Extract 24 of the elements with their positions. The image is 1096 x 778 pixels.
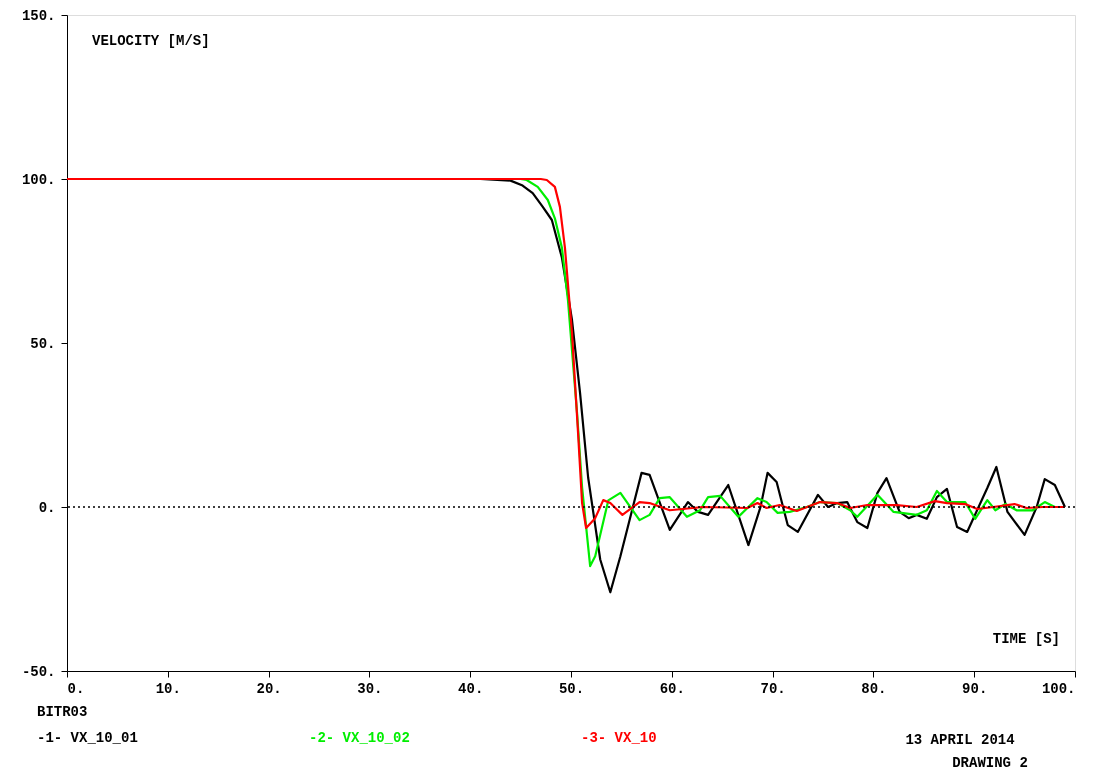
text: BITR03 <box>37 704 88 720</box>
x-tick-label: 30. <box>357 680 383 697</box>
y-tick-label: 50. <box>30 335 56 352</box>
y-axis-title: VELOCITY [M/S] <box>92 33 210 49</box>
x-tick-label: 80. <box>861 680 887 697</box>
x-tick-label: 10. <box>155 680 181 697</box>
y-tick-label: 0. <box>38 499 56 516</box>
x-tick-label: 100. <box>1041 680 1076 697</box>
text: -2- VX_10_02 <box>309 730 410 746</box>
x-tick-label: 50. <box>558 680 585 697</box>
x-tick-label: 40. <box>458 680 484 697</box>
y-tick-label: 100. <box>21 171 56 188</box>
text: 13 APRIL 2014 <box>905 732 1015 748</box>
text: -3- VX_10 <box>581 730 657 746</box>
x-tick-label: 60. <box>659 680 685 697</box>
x-tick-label: 0. <box>67 680 85 697</box>
x-tick-label: 20. <box>256 680 282 697</box>
x-axis-title: TIME [S] <box>992 631 1060 647</box>
text: DRAWING 2 <box>952 755 1028 771</box>
x-tick-label: 90. <box>962 680 988 697</box>
y-tick-label: -50. <box>21 663 56 680</box>
x-tick-label: 70. <box>760 680 786 697</box>
text: -1- VX_10_01 <box>37 730 138 746</box>
y-tick-label: 150. <box>21 7 56 24</box>
